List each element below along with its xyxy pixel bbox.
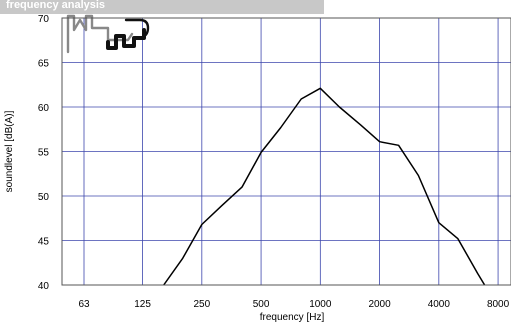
x-tick-label: 2000 (368, 299, 391, 310)
grid-layer (62, 17, 511, 286)
x-tick-label: 500 (253, 299, 270, 310)
y-tick-label: 55 (38, 148, 50, 159)
x-tick-label: 63 (78, 299, 90, 310)
series-line (162, 87, 486, 285)
x-tick-label: 125 (134, 299, 151, 310)
y-tick-label: 50 (38, 192, 50, 203)
chart-title-tab: frequency analysis (0, 0, 324, 14)
x-tick-label: 1000 (309, 299, 332, 310)
logo-hook (124, 18, 150, 40)
x-tick-label: 4000 (428, 299, 451, 310)
plot-border (61, 17, 511, 286)
y-tick-labels: 40 45 50 55 60 65 70 (38, 14, 50, 292)
x-axis-label: frequency [Hz] (260, 312, 325, 323)
y-tick-label: 60 (38, 103, 50, 114)
brand-logo (66, 14, 150, 54)
y-tick-label: 45 (38, 237, 50, 248)
y-tick-label: 70 (38, 14, 50, 25)
data-layer (162, 87, 486, 285)
x-tick-label: 250 (193, 299, 210, 310)
x-tick-labels: 63 125 250 500 1000 2000 4000 8000 (78, 299, 509, 310)
y-tick-label: 65 (38, 59, 50, 70)
y-tick-label: 40 (38, 281, 50, 292)
chart-title: frequency analysis (6, 0, 106, 11)
y-axis-label: soundlevel [dB(A)] (4, 110, 15, 192)
x-tick-label: 8000 (487, 299, 510, 310)
